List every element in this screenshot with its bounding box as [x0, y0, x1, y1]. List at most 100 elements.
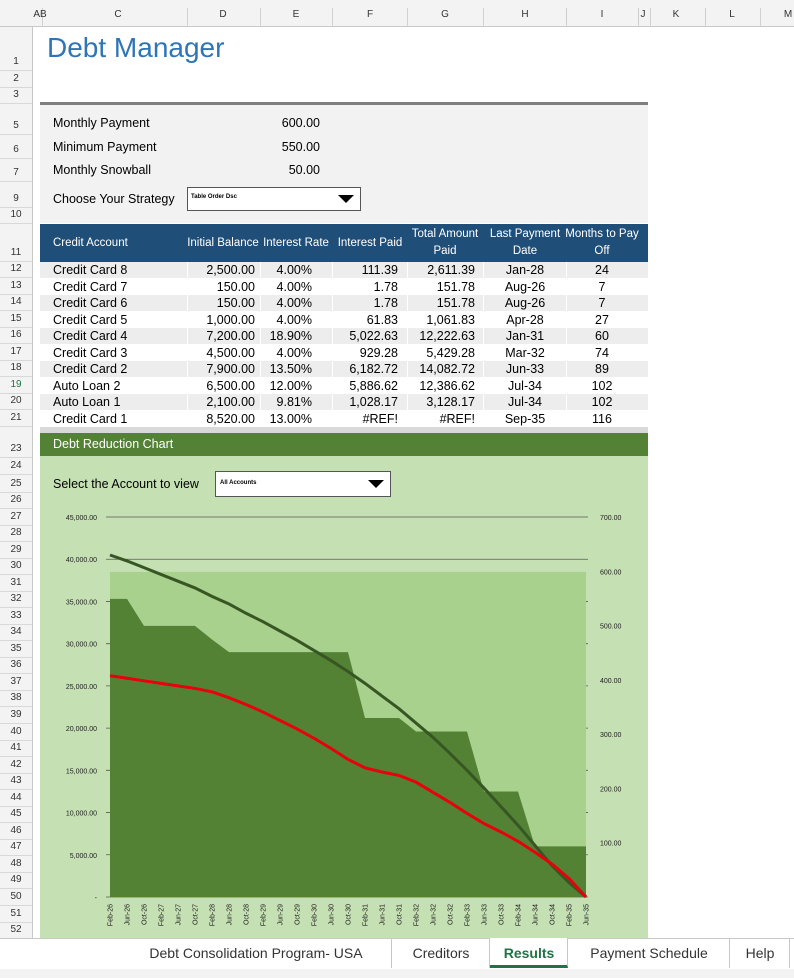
tab[interactable]: [568, 938, 730, 968]
table-cell[interactable]: Aug-26: [504, 296, 546, 311]
tab-label[interactable]: Help: [745, 945, 775, 961]
table-header[interactable]: Credit Account: [53, 236, 128, 249]
table-cell[interactable]: 3,128.17: [426, 395, 475, 410]
table-cell[interactable]: 7: [598, 279, 606, 294]
table-cell[interactable]: 1,000.00: [206, 312, 255, 327]
table-cell[interactable]: 4.00%: [276, 263, 312, 277]
table-cell[interactable]: 9.81%: [276, 395, 312, 410]
table-cell[interactable]: 18.90%: [269, 329, 312, 344]
table-cell[interactable]: 6,500.00: [206, 378, 255, 393]
tab-label[interactable]: Creditors: [412, 945, 470, 961]
table-cell[interactable]: Credit Card 7: [53, 279, 128, 294]
table-cell[interactable]: 5,022.63: [349, 329, 398, 344]
tab[interactable]: [490, 938, 568, 968]
table-cell[interactable]: 8,520.00: [206, 411, 255, 426]
strategy-dropdown[interactable]: [187, 187, 361, 211]
table-row[interactable]: [40, 295, 648, 312]
table-header[interactable]: Total Amount Paid: [411, 228, 479, 257]
tab-label[interactable]: Payment Schedule: [590, 945, 708, 961]
table-row[interactable]: [40, 377, 648, 395]
table-cell[interactable]: Aug-26: [504, 279, 546, 294]
table-cell[interactable]: #REF!: [439, 411, 475, 426]
table-cell[interactable]: Credit Card 3: [53, 345, 128, 360]
tab[interactable]: [120, 938, 392, 968]
table-cell[interactable]: 2,500.00: [206, 263, 255, 277]
table-row[interactable]: [40, 328, 648, 345]
table-cell[interactable]: Sep-35: [504, 411, 546, 426]
table-row[interactable]: [40, 262, 648, 279]
table-cell[interactable]: #REF!: [362, 411, 398, 426]
table-cell[interactable]: 151.78: [436, 296, 475, 311]
table-cell[interactable]: 13.00%: [269, 411, 312, 426]
table-cell[interactable]: 7,900.00: [206, 362, 255, 377]
table-cell[interactable]: 14,082.72: [419, 362, 475, 377]
table-cell[interactable]: Credit Card 5: [53, 312, 128, 327]
table-row[interactable]: [40, 361, 648, 378]
table-cell[interactable]: 6,182.72: [349, 362, 398, 377]
table-cell[interactable]: 13.50%: [269, 362, 312, 377]
table-cell[interactable]: 12.00%: [269, 378, 312, 393]
table-cell[interactable]: 12,386.62: [419, 378, 475, 393]
table-cell[interactable]: 7: [598, 296, 606, 311]
table-cell[interactable]: Credit Card 8: [53, 263, 128, 277]
table-cell[interactable]: Apr-28: [506, 312, 544, 327]
table-cell[interactable]: Jul-34: [507, 378, 543, 393]
table-cell[interactable]: Credit Card 1: [53, 411, 128, 426]
table-cell[interactable]: 24: [595, 263, 609, 277]
table-cell[interactable]: 27: [595, 312, 609, 327]
table-cell[interactable]: 1,061.83: [426, 312, 475, 327]
table-cell[interactable]: 150.00: [216, 279, 255, 294]
tab[interactable]: [392, 938, 490, 968]
table-cell[interactable]: 4.00%: [276, 296, 312, 311]
table-header[interactable]: Months to Pay Off: [565, 228, 639, 257]
table-cell[interactable]: 1,028.17: [349, 395, 398, 410]
table-cell[interactable]: 102: [591, 378, 613, 393]
table-cell[interactable]: 89: [595, 362, 609, 377]
tab-label[interactable]: Debt Consolidation Program- USA: [149, 945, 363, 961]
table-cell[interactable]: Mar-32: [505, 345, 545, 360]
table-cell[interactable]: 4,500.00: [206, 345, 255, 360]
table-cell[interactable]: 12,222.63: [419, 329, 475, 344]
table-cell[interactable]: 1.78: [373, 279, 398, 294]
table-cell[interactable]: 4.00%: [276, 279, 312, 294]
table-cell[interactable]: 5,429.28: [426, 345, 475, 360]
table-cell[interactable]: Auto Loan 2: [53, 378, 121, 393]
table-cell[interactable]: 61.83: [366, 312, 398, 327]
table-cell[interactable]: 2,611.39: [427, 263, 475, 277]
table-cell[interactable]: 102: [591, 395, 613, 410]
table-cell[interactable]: 116: [592, 411, 612, 426]
table-cell[interactable]: 151.78: [436, 279, 475, 294]
table-cell[interactable]: 2,100.00: [206, 395, 255, 410]
table-row[interactable]: [40, 311, 648, 329]
table-cell[interactable]: 4.00%: [276, 345, 312, 360]
table-cell[interactable]: 5,886.62: [349, 378, 398, 393]
table-cell[interactable]: Jan-28: [505, 263, 545, 277]
table-header-bar[interactable]: [40, 224, 648, 262]
table-header[interactable]: Initial Balance: [187, 236, 259, 249]
table-cell[interactable]: Credit Card 2: [53, 362, 128, 377]
table-row[interactable]: [40, 410, 648, 428]
table-row[interactable]: [40, 344, 648, 362]
tab-label[interactable]: Results: [503, 945, 555, 961]
table-row[interactable]: [40, 394, 648, 411]
table-header[interactable]: Interest Rate: [263, 236, 329, 249]
table-cell[interactable]: Credit Card 4: [53, 329, 128, 344]
table-cell[interactable]: Credit Card 6: [53, 296, 128, 311]
table-cell[interactable]: Auto Loan 1: [53, 395, 121, 410]
table-header[interactable]: Last Payment Date: [489, 228, 561, 257]
account-dropdown[interactable]: [215, 471, 391, 497]
table-cell[interactable]: 929.28: [359, 345, 398, 360]
table-cell[interactable]: 60: [595, 329, 609, 344]
table-cell[interactable]: 111.39: [361, 263, 398, 277]
table-cell[interactable]: 7,200.00: [206, 329, 255, 344]
tab[interactable]: [730, 938, 790, 968]
table-cell[interactable]: 1.78: [373, 296, 398, 311]
table-cell[interactable]: 74: [595, 345, 609, 360]
table-cell[interactable]: 150.00: [216, 296, 255, 311]
table-cell[interactable]: Jan-31: [505, 329, 545, 344]
table-row[interactable]: [40, 278, 648, 296]
tab-bar[interactable]: [0, 938, 794, 969]
table-cell[interactable]: 4.00%: [276, 312, 312, 327]
table-cell[interactable]: Jul-34: [507, 395, 543, 410]
table-header[interactable]: Interest Paid: [337, 236, 403, 249]
